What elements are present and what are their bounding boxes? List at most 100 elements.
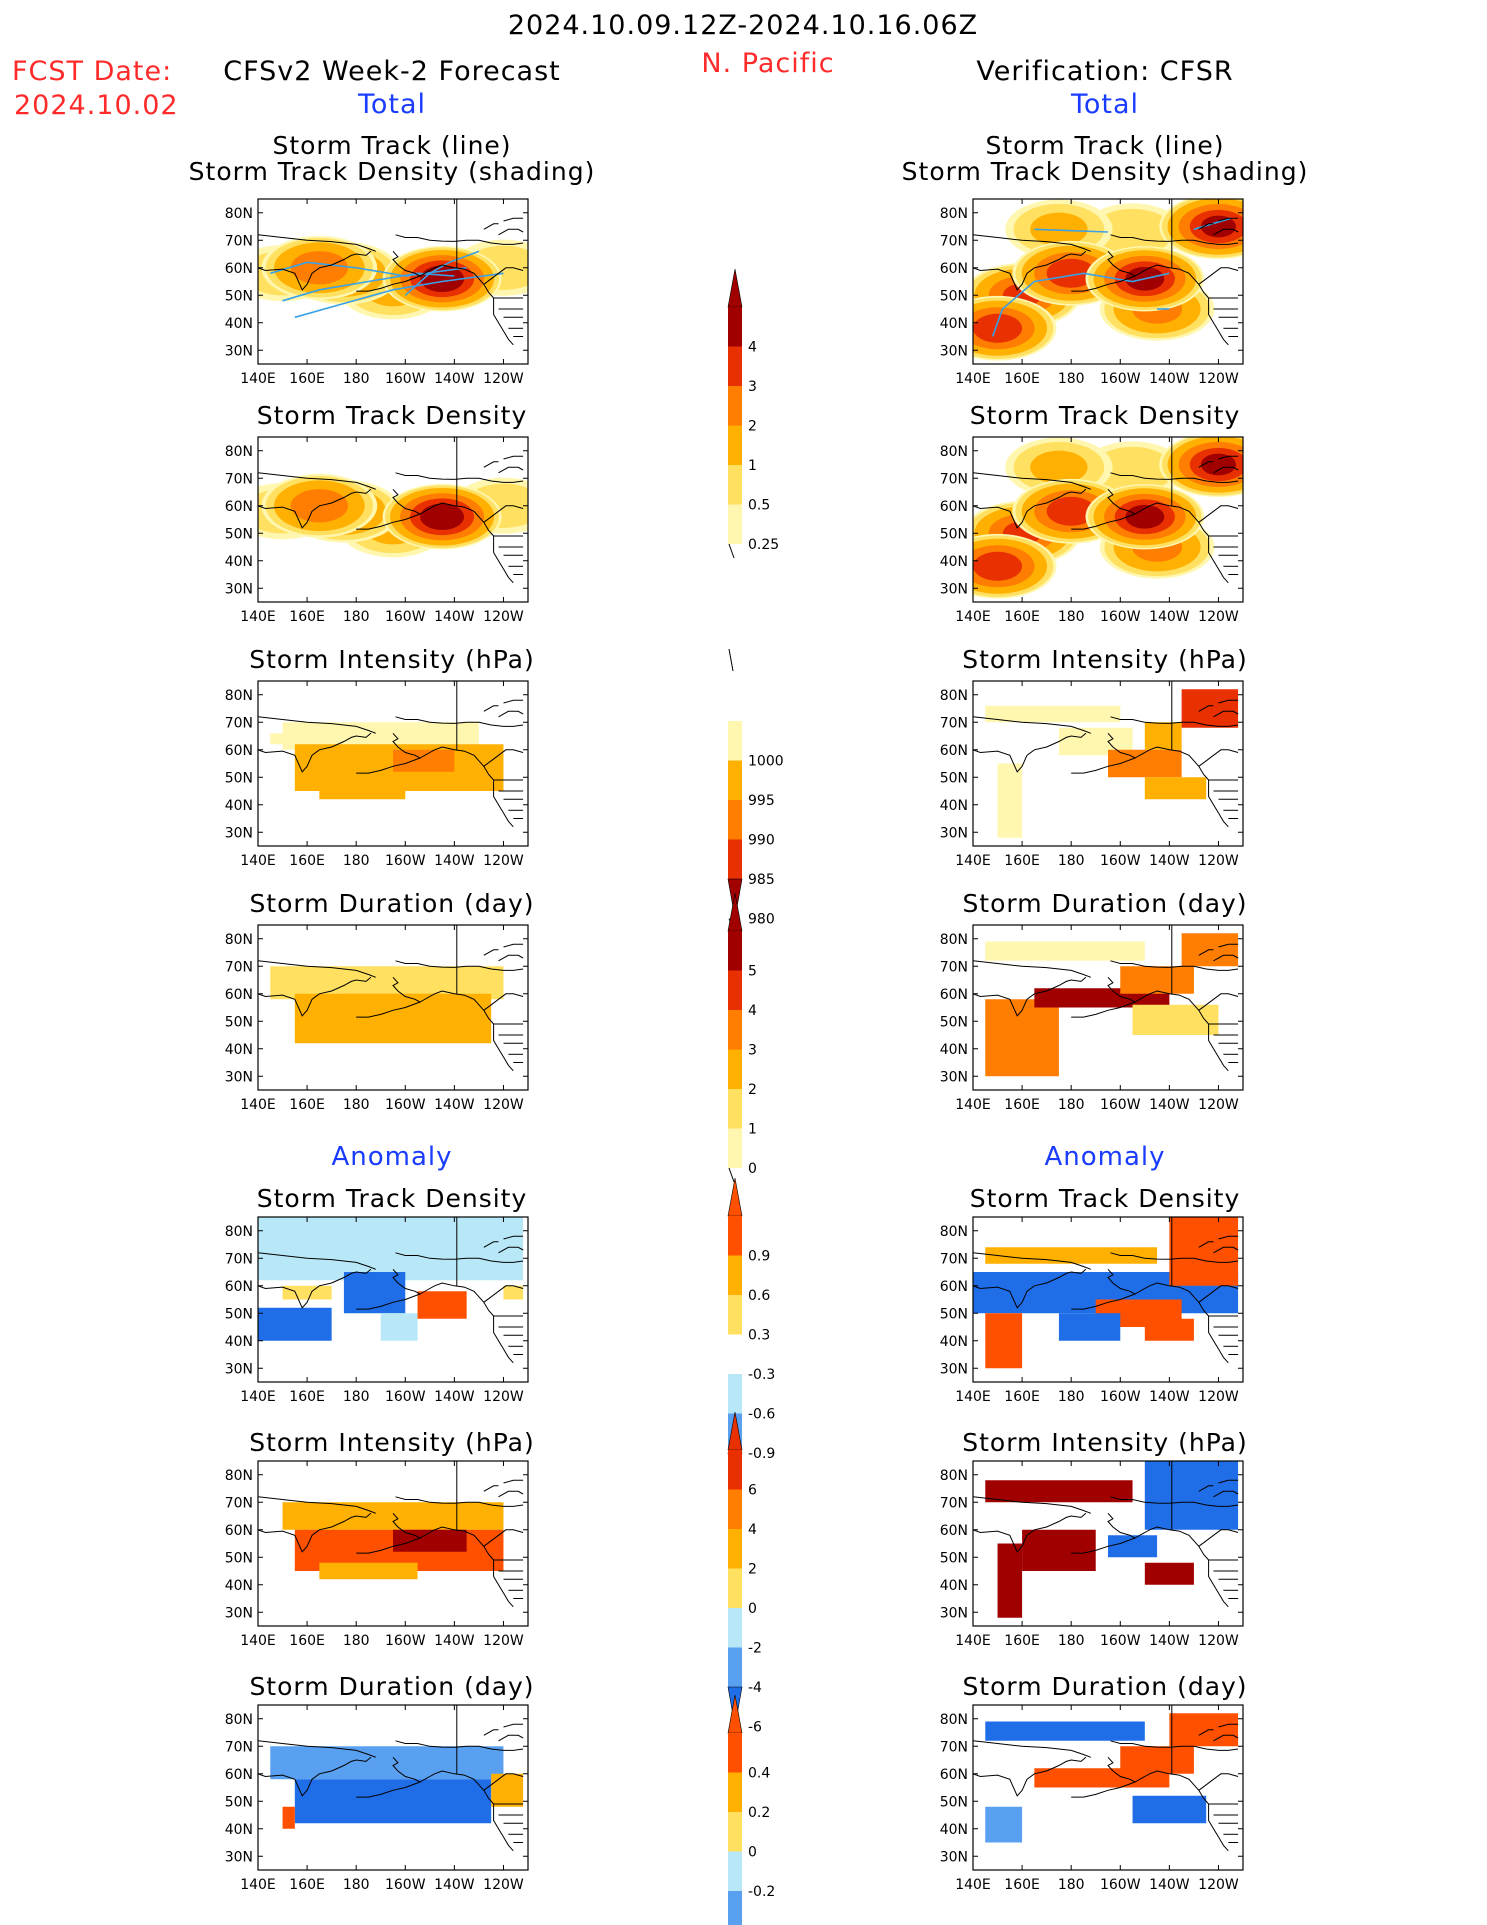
lon-tick-label: 140W [1149,1633,1190,1649]
data-cell [1169,1217,1239,1286]
coastline [1110,716,1170,724]
coastline [1169,721,1239,727]
coastline [1071,1512,1137,1554]
coastline [1198,1241,1214,1248]
density-blob [1046,258,1096,288]
coastline [395,234,455,242]
map-frame [257,1216,529,1383]
lon-tick-label: 160W [385,1097,426,1113]
panel-title-vf-anom-duration: Storm Duration (day) [962,1672,1248,1701]
lat-tick-label: 40N [225,554,253,570]
coastline [258,234,376,252]
colorbar-tick-label: 4 [748,340,757,356]
coastline [1218,455,1239,460]
colorbar-segment [728,800,742,840]
coastline [356,1268,422,1310]
colorbar-tick-label: -2 [748,1641,762,1657]
lat-tick-label: 40N [225,1334,253,1350]
data-cell [997,763,1023,838]
coastline [1198,223,1214,230]
coastline [973,250,1087,291]
lat-tick-label: 60N [225,499,253,515]
map-panel-fc-anom-duration: 80N 70N 60N 50N 40N 30N 140E 160E 180 160W 140W 120… [225,1704,529,1893]
lat-tick-label: 40N [225,798,253,814]
panel-title-fc-anom-duration: Storm Duration (day) [249,1672,535,1701]
lon-tick-label: 140E [240,371,276,387]
lat-tick-label: 70N [225,233,253,249]
lon-tick-label: 160W [1100,1389,1141,1405]
lat-tick-label: 30N [940,581,968,597]
data-cell [1132,1004,1219,1035]
lon-tick-label: 140E [240,1097,276,1113]
colorbar-segment [728,1489,742,1529]
lon-tick-label: 180 [343,1389,370,1405]
coastline [973,472,1091,490]
lon-tick-label: 140W [1149,853,1190,869]
lon-tick-label: 140W [1149,609,1190,625]
coastline [1198,749,1239,767]
density-blob [1091,208,1174,256]
lon-tick-label: 120W [1198,1389,1239,1405]
data-cell [1144,777,1207,800]
coastline [1198,1285,1239,1303]
colorbar-segment [728,839,742,879]
coastline [973,488,1087,529]
coastline [498,228,524,236]
colorbar-tick-label: 0 [748,1601,757,1617]
coastline [483,749,524,767]
colorbar-segment [728,425,742,465]
data-cell [1144,1318,1194,1341]
coastline [1218,1235,1239,1240]
data-cell [270,1746,504,1780]
lat-tick-label: 40N [940,1578,968,1594]
coastline [503,699,524,704]
colorbar-segment [728,465,742,505]
data-cell [1181,689,1239,728]
lat-tick-label: 80N [225,932,253,948]
coastline [454,239,524,245]
data-cell [985,999,1059,1077]
lat-tick-label: 80N [940,688,968,704]
coastline [1198,1729,1214,1736]
colorbar-tick-label: 1000 [748,754,784,770]
coastline [503,455,524,460]
map-panel-fc-anom-intensity: 80N 70N 60N 50N 40N 30N 140E 160E 180 160W 140W 120… [225,1460,529,1649]
lat-tick-label: 80N [940,932,968,948]
lat-tick-label: 60N [940,261,968,277]
colorbar-segment [728,1255,742,1295]
coastline [1110,472,1170,480]
coastline [454,1745,524,1751]
colorbar-tick-label: -0.4 [748,1924,775,1925]
lon-tick-label: 160E [1004,1389,1040,1405]
lat-tick-label: 50N [225,1014,253,1030]
coastline [973,1512,1087,1553]
coastline [1110,1496,1170,1504]
lat-tick-label: 60N [940,1523,968,1539]
density-blob [1091,446,1174,494]
colorbar-segment [728,721,742,761]
coastline [503,217,524,222]
data-cell [319,1562,418,1580]
colorbar-tick-label: 2 [748,1082,757,1098]
panel-title-vf-track-1: Storm Track (line) [985,131,1225,160]
lat-tick-label: 50N [225,526,253,542]
map-frame [257,198,529,365]
lon-tick-label: 140E [955,853,991,869]
lon-tick-label: 140E [240,853,276,869]
lon-tick-label: 160W [1100,609,1141,625]
coastline [258,1252,376,1270]
colorbar-tail [728,543,735,559]
lat-tick-label: 50N [940,1014,968,1030]
coastline [454,1257,524,1263]
colorbar-tick-label: 0 [748,1161,757,1177]
data-cell [1144,1562,1194,1585]
lon-tick-label: 160E [289,371,325,387]
lat-tick-label: 80N [940,1712,968,1728]
data-cell [393,749,455,772]
lon-tick-label: 160W [385,1633,426,1649]
coastline [258,1268,372,1309]
anomaly-label-left: Anomaly [331,1142,453,1172]
coastline [503,1723,524,1728]
lon-tick-label: 140E [955,1633,991,1649]
